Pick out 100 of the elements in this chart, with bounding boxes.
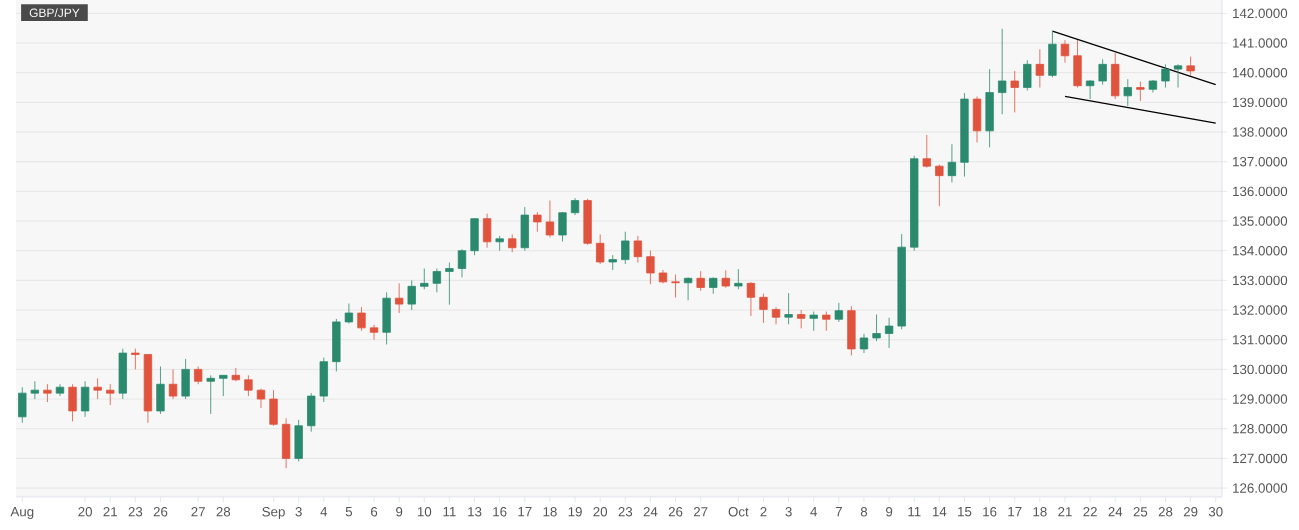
y-tick-label: 132.0000 — [1233, 305, 1288, 315]
candlestick — [1161, 63, 1170, 88]
x-tick-label: 26 — [668, 507, 683, 517]
candlestick — [583, 198, 592, 246]
y-tick-label: 133.0000 — [1233, 275, 1288, 286]
candlestick — [118, 348, 127, 400]
candlestick — [545, 200, 555, 238]
x-tick-label: 30 — [1208, 507, 1223, 517]
x-tick-label: 6 — [371, 507, 378, 517]
candlestick — [822, 311, 831, 332]
candlestick — [1048, 30, 1057, 78]
y-tick-label: 134.0000 — [1233, 246, 1288, 256]
candlestick — [533, 211, 542, 233]
y-tick-label: 127.0000 — [1233, 453, 1288, 464]
candlestick — [219, 374, 228, 397]
y-tick-label: 128.0000 — [1233, 424, 1288, 434]
candlestick — [181, 358, 190, 400]
candlestick — [445, 262, 454, 306]
x-tick-label: 4 — [320, 507, 328, 517]
candlestick — [194, 366, 203, 385]
candlestick — [1035, 48, 1045, 88]
candlestick — [658, 269, 668, 284]
candlestick — [796, 309, 806, 329]
x-tick-label: 8 — [860, 507, 868, 517]
candlestick — [683, 277, 693, 301]
x-tick-label: Oct — [728, 507, 749, 517]
candlestick — [307, 392, 316, 433]
x-tick-label: 23 — [128, 507, 143, 517]
x-tick-label: 27 — [693, 507, 708, 517]
candlestick — [1186, 56, 1195, 77]
x-tick-label: Aug — [10, 507, 34, 519]
candlestick — [1023, 59, 1032, 91]
x-tick-label: 18 — [543, 507, 557, 517]
y-tick-label: 131.0000 — [1233, 335, 1288, 345]
y-tick-label: 137.0000 — [1233, 156, 1288, 167]
candlestick — [1148, 79, 1158, 93]
x-tick-label: 23 — [618, 507, 633, 517]
candlestick — [646, 250, 655, 285]
x-tick-label: 15 — [958, 507, 972, 517]
candlestick — [357, 306, 366, 332]
candlestick — [508, 233, 517, 253]
y-tick-label: 139.0000 — [1233, 97, 1288, 108]
candlestick — [143, 354, 153, 424]
candlestick — [621, 231, 630, 265]
candlestick — [332, 318, 341, 372]
y-tick-label: 141.0000 — [1233, 38, 1288, 48]
y-tick-label: 126.0000 — [1233, 483, 1288, 493]
candlestick — [771, 306, 781, 325]
candlestick — [457, 248, 467, 278]
candlestick — [671, 274, 680, 298]
candlestick — [847, 305, 856, 356]
candlestick — [269, 389, 278, 427]
candlestick — [294, 419, 303, 462]
x-tick-label: 24 — [1108, 507, 1123, 517]
candlestick — [910, 155, 919, 252]
x-tick-label: 29 — [1183, 507, 1198, 517]
candlestick — [633, 235, 643, 263]
candlestick — [80, 380, 90, 418]
candlestick — [131, 348, 140, 370]
x-tick-label: 28 — [1158, 507, 1173, 517]
x-tick-label: 13 — [468, 507, 482, 517]
candlestick — [1123, 78, 1132, 107]
candlestick — [43, 383, 52, 403]
y-tick-label: 130.0000 — [1233, 364, 1288, 375]
candlestick — [482, 213, 492, 249]
candlestick — [369, 324, 379, 341]
candlestick — [746, 281, 756, 317]
candlestick — [93, 377, 102, 400]
candlestick — [344, 303, 354, 324]
candlestick — [256, 388, 266, 409]
candlestick — [495, 235, 504, 252]
y-tick-label: 142.0000 — [1233, 8, 1288, 19]
candlestick — [759, 293, 768, 324]
candlestick — [972, 96, 982, 143]
candlestick — [1136, 81, 1145, 102]
candlestick — [809, 311, 818, 332]
x-tick-label: 28 — [216, 507, 231, 517]
x-tick-label: Sep — [262, 507, 285, 520]
candlestick — [407, 279, 416, 311]
y-tick-label: 129.0000 — [1233, 394, 1288, 404]
x-tick-label: 22 — [1083, 507, 1097, 517]
y-tick-label: 136.0000 — [1233, 186, 1288, 197]
candlestick — [420, 268, 429, 290]
candlestick — [206, 374, 215, 415]
candlestick — [319, 357, 328, 403]
candlestick — [244, 374, 253, 397]
x-tick-label: 21 — [103, 507, 117, 517]
candlestick — [168, 369, 178, 400]
x-tick-label: 5 — [345, 507, 353, 517]
candlestick — [834, 302, 844, 323]
candlestick — [382, 291, 391, 345]
x-tick-label: 16 — [493, 507, 507, 517]
y-tick-label: 138.0000 — [1233, 127, 1288, 137]
candlestick — [1111, 52, 1120, 100]
x-tick-label: 20 — [78, 507, 92, 517]
candlestick — [947, 143, 957, 183]
candlestick — [734, 268, 743, 290]
x-tick-label: 11 — [908, 507, 921, 517]
candlestick — [231, 367, 241, 382]
candlestick — [1060, 39, 1070, 63]
